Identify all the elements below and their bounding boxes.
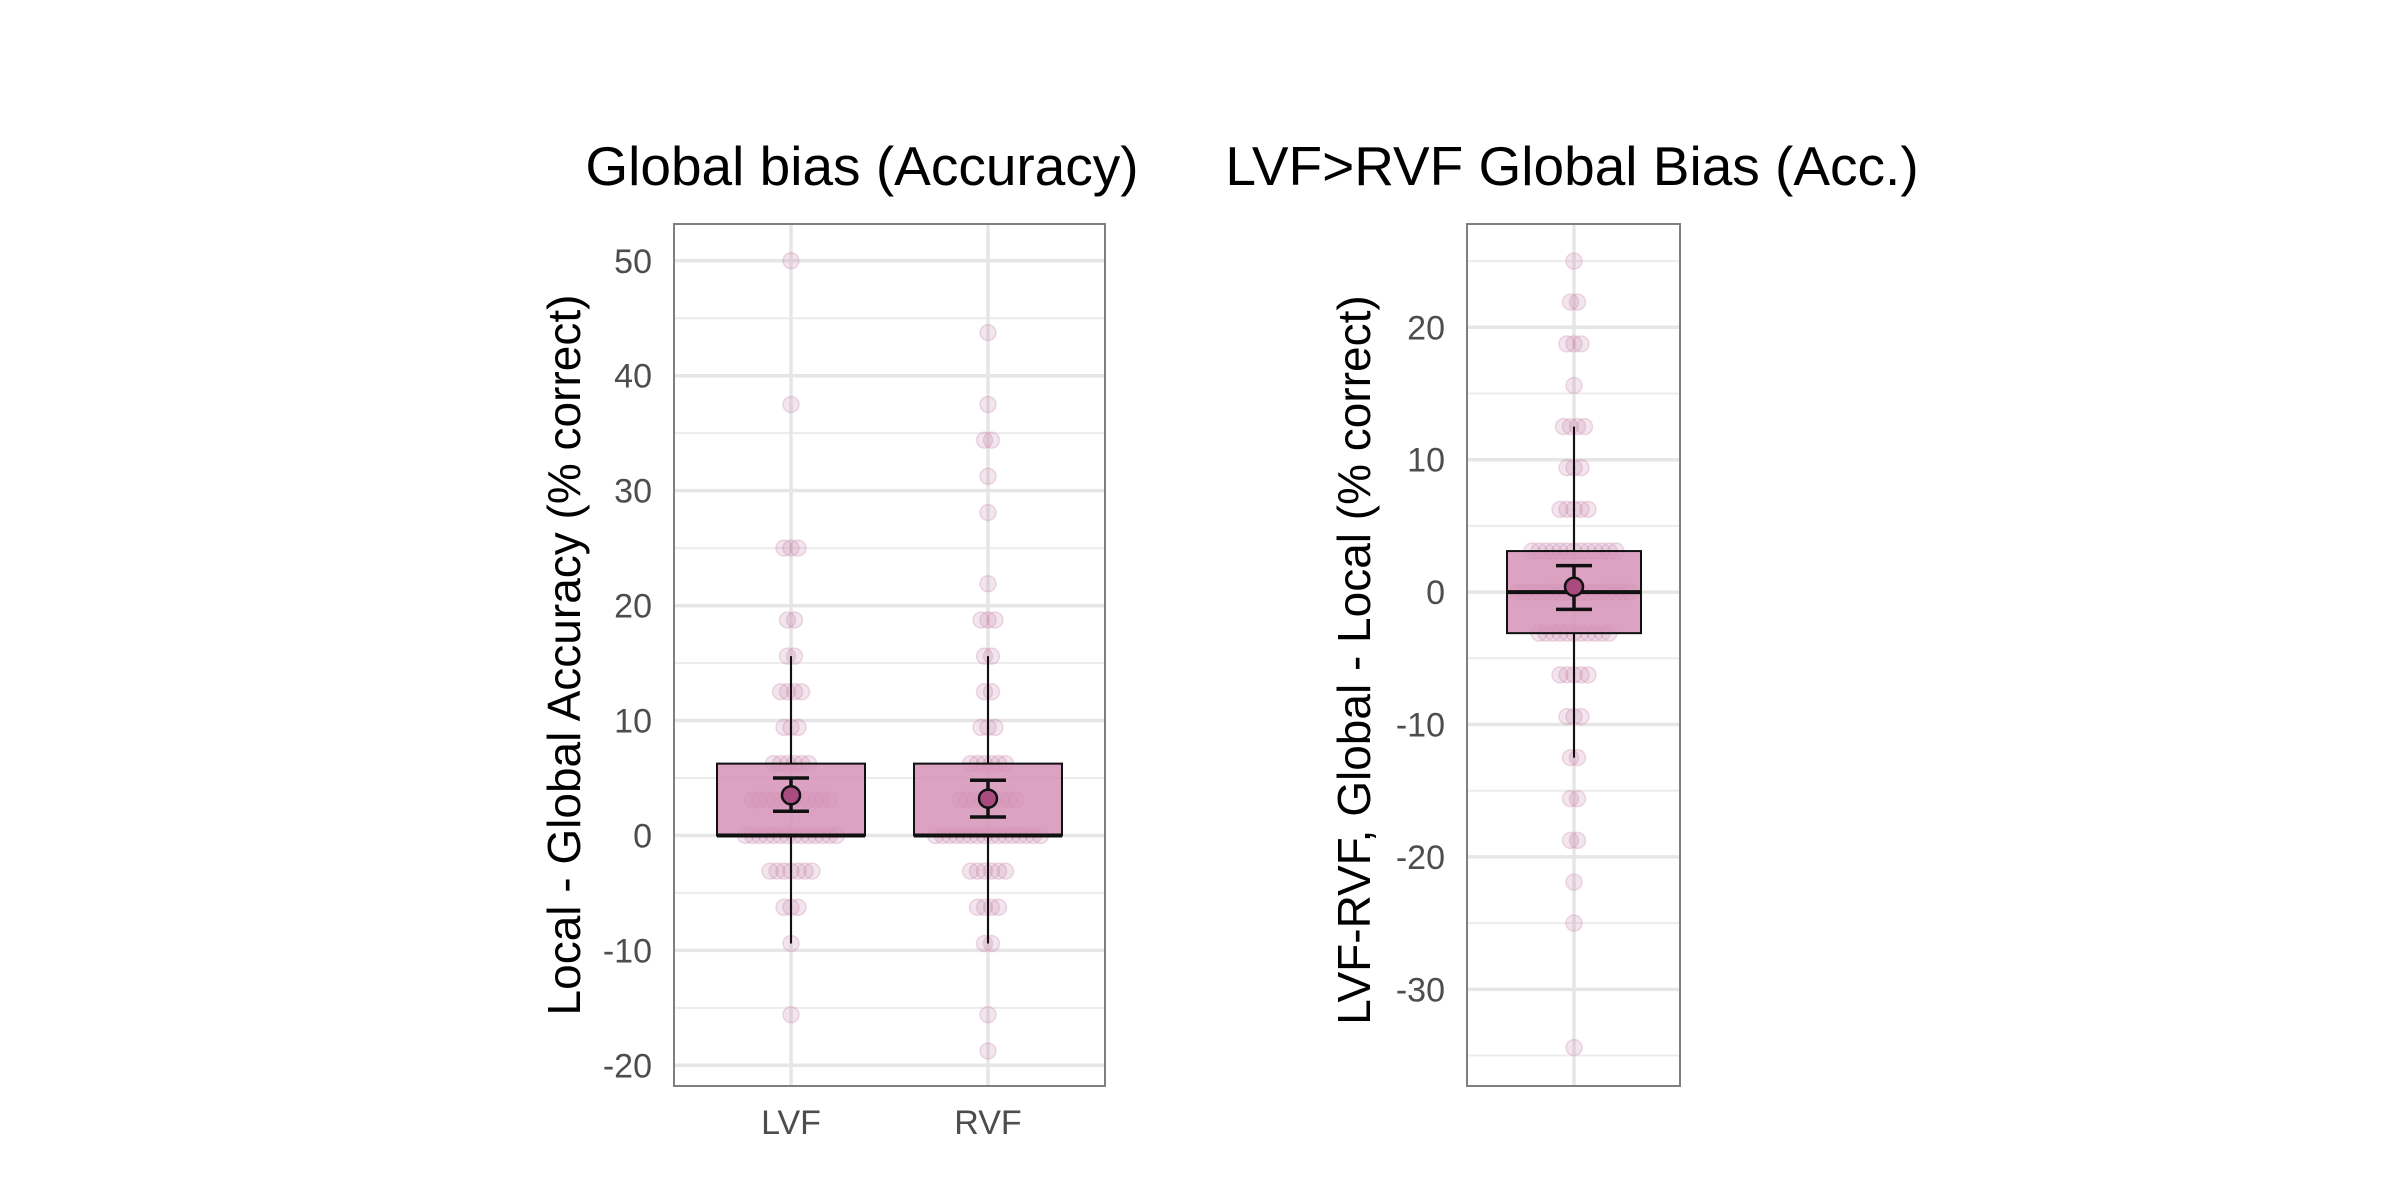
plot-panel-right: 20 10 0 -10 -20 -30: [1396, 223, 1681, 1087]
data-point: [1561, 831, 1580, 850]
data-point: [1551, 500, 1569, 519]
data-point: [1572, 458, 1590, 477]
data-point: [1568, 789, 1587, 808]
data-point: [1554, 417, 1573, 436]
y-tick-label: -10: [603, 932, 652, 970]
data-point: [1551, 666, 1569, 684]
data-point: [771, 683, 790, 701]
data-point: [782, 252, 800, 270]
data-point: [785, 647, 804, 665]
y-tick-label: -30: [1396, 971, 1445, 1009]
data-point: [989, 898, 1008, 917]
data-point: [979, 395, 997, 414]
data-point: [782, 1005, 800, 1024]
data-point: [789, 718, 807, 737]
y-tick-label: 20: [1407, 309, 1445, 347]
mean-marker: [1563, 576, 1585, 598]
data-point: [979, 467, 997, 486]
y-tick-label: 0: [633, 817, 652, 855]
data-point: [1565, 376, 1583, 395]
data-point: [982, 683, 1001, 701]
data-point: [986, 611, 1004, 629]
chart-title-right: LVF>RVF Global Bias (Acc.): [1225, 135, 1918, 197]
data-point: [979, 1042, 997, 1060]
y-tick-label: 10: [614, 703, 652, 741]
panel-border: [1466, 223, 1681, 1087]
data-point: [792, 683, 811, 701]
data-point: [1572, 335, 1590, 353]
data-point: [982, 934, 1001, 953]
mean-marker: [977, 788, 999, 809]
y-tick-label: 40: [614, 358, 652, 396]
data-point: [789, 539, 807, 557]
data-point: [979, 323, 997, 342]
data-point: [1568, 293, 1587, 311]
data-point: [979, 611, 997, 629]
data-point: [761, 862, 779, 880]
data-point: [775, 539, 793, 557]
y-axis-label-right: LVF-RVF, Global - Local (% correct): [1328, 295, 1380, 1024]
data-point: [768, 862, 786, 880]
data-point: [982, 431, 1001, 449]
y-tick-label: -10: [1396, 707, 1445, 745]
mean-marker: [780, 784, 802, 806]
data-point: [1565, 335, 1583, 353]
data-point: [996, 862, 1015, 880]
data-point: [979, 574, 997, 593]
data-point: [1558, 335, 1576, 353]
data-point: [989, 862, 1008, 880]
chart-title-left: Global bias (Accuracy): [585, 135, 1138, 197]
plot-panel-left: 50 40 30 20 10 0 -10 -20 LVF RVF: [603, 223, 1106, 1142]
y-tick-label: 20: [614, 588, 652, 626]
data-point: [968, 862, 987, 880]
y-tick-label: 0: [1426, 574, 1445, 612]
data-point: [968, 898, 987, 917]
data-point: [961, 862, 980, 880]
data-point: [785, 611, 804, 629]
data-point: [803, 862, 821, 880]
data-point: [778, 611, 797, 629]
data-point: [1579, 666, 1597, 684]
y-tick-label: -20: [603, 1047, 652, 1085]
panel-border: [673, 223, 1106, 1087]
data-point: [782, 395, 800, 414]
data-point: [972, 611, 990, 629]
x-tick-label: LVF: [761, 1104, 821, 1142]
x-tick-label: RVF: [954, 1104, 1021, 1142]
data-point: [1561, 789, 1580, 808]
data-point: [1565, 914, 1583, 932]
data-point: [1561, 293, 1580, 311]
data-point: [782, 539, 800, 557]
data-point: [979, 503, 997, 522]
data-point: [979, 1005, 997, 1024]
data-point: [1579, 500, 1597, 519]
data-point: [1575, 417, 1594, 436]
data-point: [1572, 707, 1590, 726]
y-tick-label: 50: [614, 243, 652, 281]
y-axis-label-left: Local - Global Accuracy (% correct): [538, 295, 590, 1016]
data-point: [975, 431, 994, 449]
data-point: [1568, 831, 1587, 850]
data-point: [982, 647, 1001, 665]
data-point: [986, 718, 1004, 737]
data-point: [1565, 873, 1583, 891]
data-point: [796, 862, 814, 880]
y-tick-label: -20: [1396, 839, 1445, 877]
data-point: [789, 898, 807, 917]
data-point: [1568, 748, 1587, 767]
data-point: [1565, 252, 1583, 270]
data-point: [1565, 1038, 1583, 1057]
y-tick-label: 30: [614, 473, 652, 511]
y-tick-label: 10: [1407, 442, 1445, 480]
